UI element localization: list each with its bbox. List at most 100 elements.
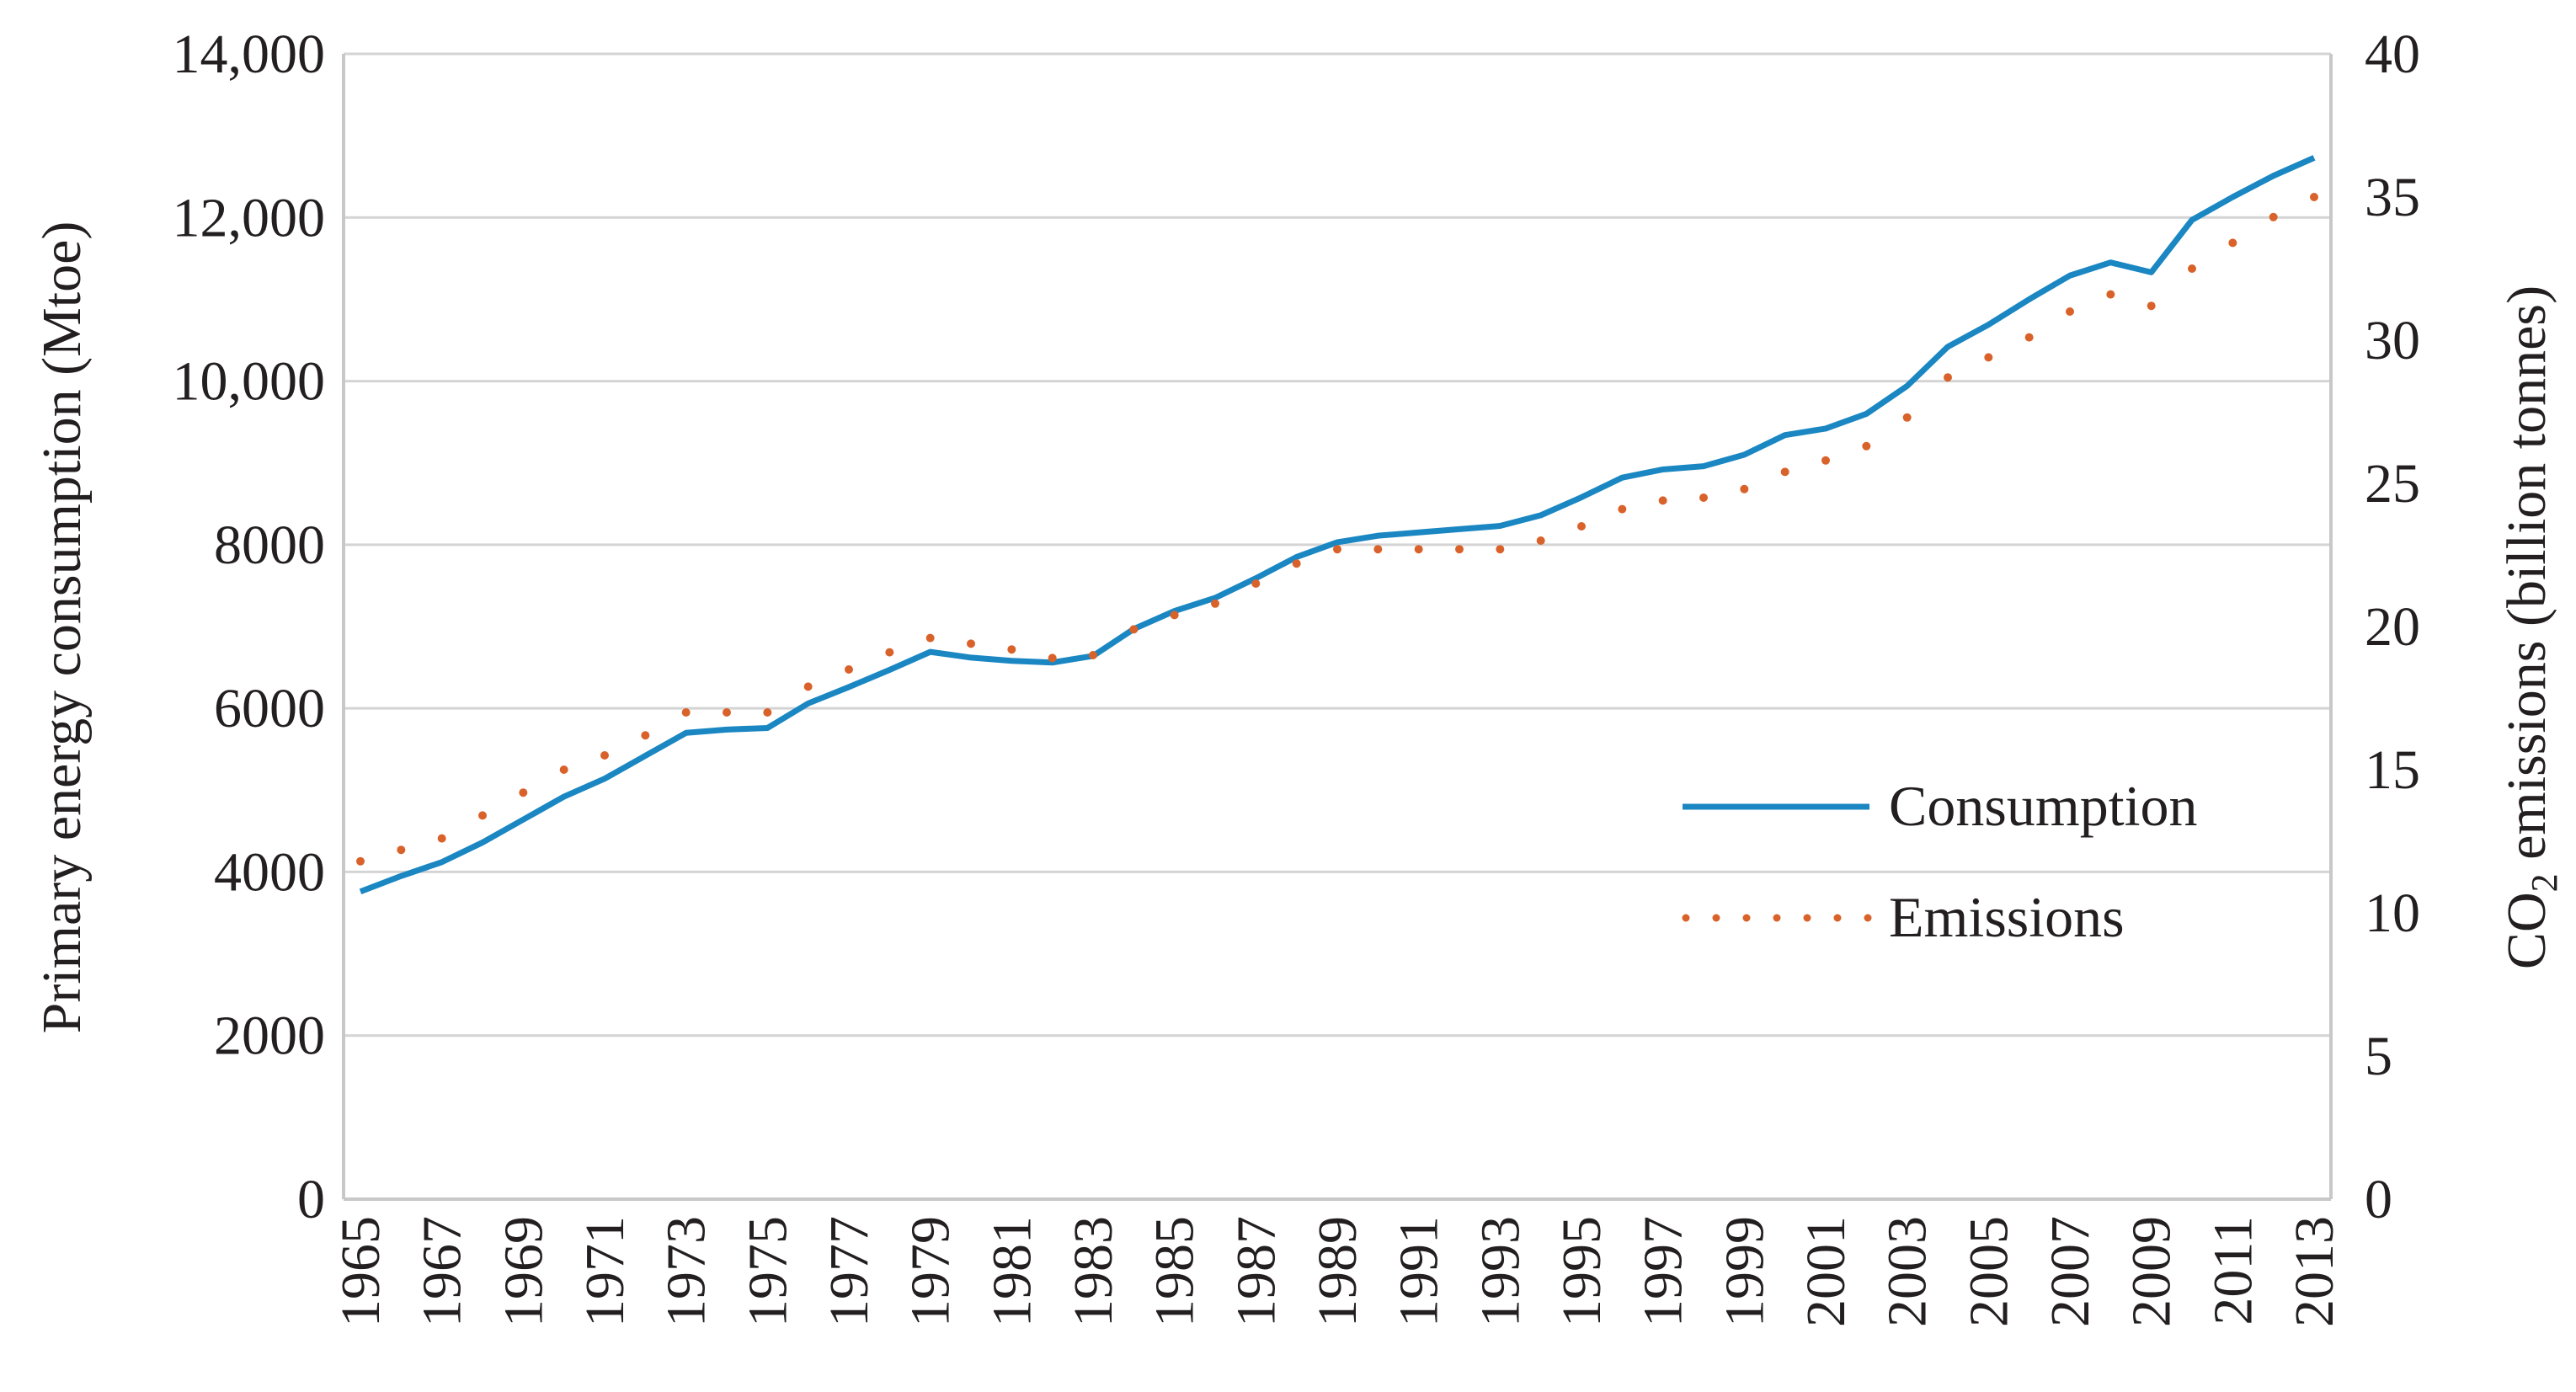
y-right-tick-label: 25 xyxy=(2365,453,2420,515)
series-point-emissions xyxy=(1455,545,1464,554)
x-tick-label: 1985 xyxy=(1144,1216,1206,1327)
x-tick-label: 1983 xyxy=(1063,1216,1124,1327)
series-point-emissions xyxy=(2269,212,2278,221)
x-tick-label: 1977 xyxy=(819,1216,880,1327)
x-tick-label: 2001 xyxy=(1795,1216,1857,1327)
series-point-emissions xyxy=(1373,545,1383,554)
series-point-emissions xyxy=(681,708,691,717)
series-point-emissions xyxy=(1944,373,1952,382)
y-right-tick-label: 30 xyxy=(2365,310,2420,371)
y-axis-left-ticks: 0 2000 4000 6000 8000 10,000 12,000 14,000 xyxy=(173,24,326,1230)
series-point-emissions xyxy=(2106,290,2115,299)
y-tick-label: 2000 xyxy=(214,1005,325,1067)
series-point-emissions xyxy=(1129,625,1139,634)
axes xyxy=(342,54,2333,1201)
x-tick-label: 1981 xyxy=(981,1216,1043,1327)
series-point-emissions xyxy=(641,731,650,740)
series-point-emissions xyxy=(1862,441,1871,451)
y-tick-label: 14,000 xyxy=(173,24,326,85)
x-tick-label: 1975 xyxy=(737,1216,798,1327)
y-axis-right-label-post: emissions (billion tonnes) xyxy=(2496,285,2557,873)
series-group xyxy=(356,155,2318,895)
series-point-emissions xyxy=(885,648,894,657)
series-point-emissions xyxy=(356,856,365,866)
series-point-emissions xyxy=(478,811,487,820)
series-point-emissions xyxy=(763,708,772,717)
x-tick-label: 1999 xyxy=(1714,1216,1775,1327)
legend-consumption-label: Consumption xyxy=(1889,774,2198,838)
series-line-consumption xyxy=(359,155,2316,895)
x-tick-label: 1987 xyxy=(1225,1216,1287,1327)
legend: Consumption Emissions xyxy=(1682,774,2198,949)
x-tick-label: 2013 xyxy=(2284,1216,2345,1327)
y-axis-right-ticks: 0 5 10 15 20 25 30 35 40 xyxy=(2365,24,2420,1230)
series-point-emissions xyxy=(1333,545,1341,554)
y-tick-label: 0 xyxy=(297,1169,325,1230)
series-point-emissions xyxy=(1251,579,1261,588)
series-point-emissions xyxy=(2066,307,2074,316)
x-tick-label: 1993 xyxy=(1469,1216,1531,1327)
series-point-emissions xyxy=(925,633,935,643)
series-point-emissions xyxy=(2228,238,2237,248)
x-tick-label: 1969 xyxy=(493,1216,554,1327)
y-right-tick-label: 10 xyxy=(2365,883,2420,944)
x-tick-label: 1967 xyxy=(412,1216,473,1327)
series-point-emissions xyxy=(1780,467,1789,477)
series-point-emissions xyxy=(1821,456,1830,465)
y-right-tick-label: 15 xyxy=(2365,739,2420,801)
y-right-tick-label: 20 xyxy=(2365,596,2420,658)
x-tick-label: 1979 xyxy=(900,1216,962,1327)
y-axis-right-label: CO2 emissions (billion tonnes) xyxy=(2496,285,2565,969)
series-point-emissions xyxy=(1902,413,1912,422)
series-point-emissions xyxy=(1048,653,1057,663)
series-point-emissions xyxy=(437,834,446,843)
x-tick-label: 1995 xyxy=(1551,1216,1613,1327)
series-point-emissions xyxy=(1984,353,1993,362)
series-point-emissions xyxy=(2024,333,2034,342)
x-tick-label: 1965 xyxy=(330,1216,392,1327)
series-point-emissions xyxy=(1496,545,1505,554)
series-point-emissions xyxy=(2310,193,2318,201)
series-point-emissions xyxy=(1007,645,1016,654)
series-point-emissions xyxy=(803,682,813,691)
y-axis-left-label: Primary energy consumption (Mtoe) xyxy=(31,221,93,1034)
series-point-emissions xyxy=(1699,493,1708,502)
y-right-tick-label: 35 xyxy=(2365,167,2420,228)
series-point-emissions xyxy=(1292,559,1301,568)
y-right-tick-label: 5 xyxy=(2365,1026,2392,1087)
series-point-emissions xyxy=(1658,496,1667,505)
series-point-emissions xyxy=(967,639,975,648)
gridlines xyxy=(344,52,2331,1037)
series-point-emissions xyxy=(397,845,406,855)
x-tick-label: 1971 xyxy=(574,1216,636,1327)
y-tick-label: 8000 xyxy=(214,515,325,576)
series-point-emissions xyxy=(559,765,568,774)
series-point-emissions xyxy=(1211,599,1219,608)
x-tick-label: 1973 xyxy=(656,1216,717,1327)
series-point-emissions xyxy=(1618,504,1627,514)
x-tick-label: 2011 xyxy=(2202,1216,2264,1325)
series-point-emissions xyxy=(2188,264,2196,273)
legend-emissions-label: Emissions xyxy=(1889,885,2125,949)
series-point-emissions xyxy=(1414,545,1423,554)
series-point-emissions xyxy=(1170,611,1179,620)
y-tick-label: 6000 xyxy=(214,678,325,739)
series-point-emissions xyxy=(1536,536,1545,545)
x-tick-label: 1989 xyxy=(1307,1216,1368,1327)
series-point-emissions xyxy=(1089,651,1097,659)
series-point-emissions xyxy=(1740,484,1749,493)
y-axis-right-label-pre: CO xyxy=(2496,892,2557,969)
y-right-tick-label: 40 xyxy=(2365,24,2420,85)
y-tick-label: 12,000 xyxy=(173,187,326,248)
x-tick-label: 2009 xyxy=(2121,1216,2183,1327)
y-tick-label: 4000 xyxy=(214,841,325,903)
x-tick-label: 2003 xyxy=(1877,1216,1939,1327)
series-point-emissions xyxy=(845,665,853,674)
y-tick-label: 10,000 xyxy=(173,351,326,413)
x-tick-label: 1997 xyxy=(1633,1216,1694,1327)
x-tick-label: 2005 xyxy=(1958,1216,2019,1327)
series-point-emissions xyxy=(1577,522,1586,531)
series-point-emissions xyxy=(2147,301,2156,311)
series-point-emissions xyxy=(723,708,731,717)
